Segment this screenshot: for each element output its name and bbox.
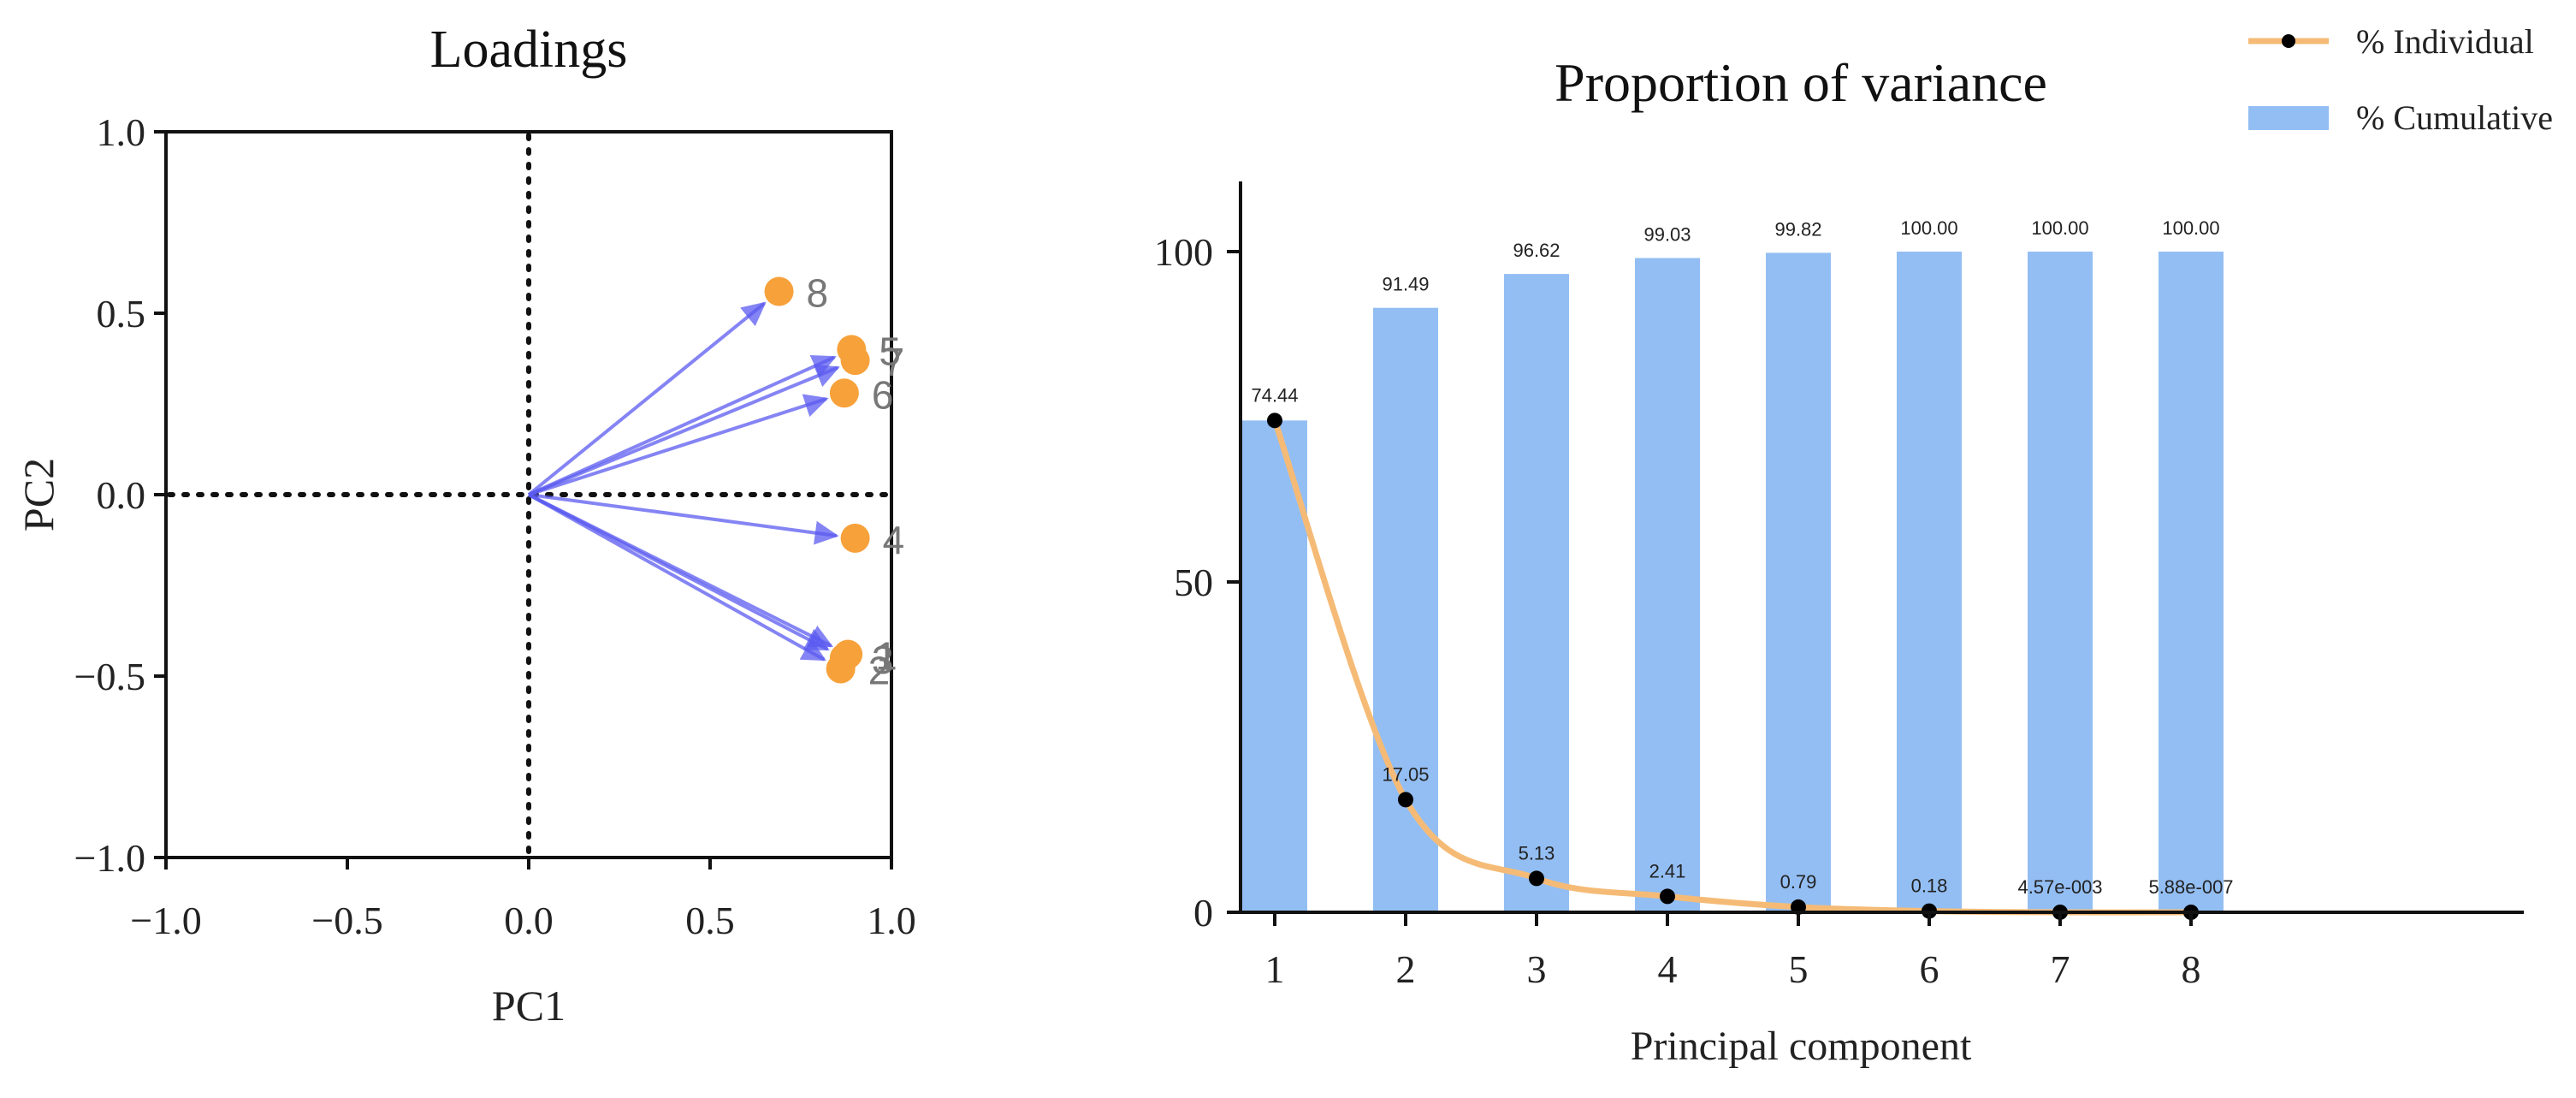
individual-variance-labels: 74.44 17.05 5.13 2.41 0.79 0.18 4.57e-003 5.88e… (1251, 384, 2233, 898)
loading-arrow-5 (528, 354, 837, 496)
individual-label-8: 5.88e-007 (2148, 876, 2233, 898)
cumulative-bar-label-8: 100.00 (2162, 217, 2219, 239)
loadings-x-axis: −1.0 −0.5 0.0 0.5 1.0 PC1 (130, 858, 916, 1030)
x-tick-label: 0.0 (504, 899, 554, 942)
loading-point-label-3: 3 (872, 638, 894, 682)
y-tick-label: 0 (1193, 891, 1213, 935)
x-tick-label: −0.5 (311, 899, 382, 942)
individual-label-6: 0.18 (1911, 875, 1948, 897)
individual-label-4: 2.41 (1649, 860, 1686, 881)
loadings-y-axis-title: PC2 (15, 458, 62, 531)
loadings-x-axis-title: PC1 (492, 982, 566, 1030)
y-tick-label: 100 (1154, 230, 1213, 274)
loading-arrow-7 (528, 365, 840, 496)
x-tick-label: 1 (1265, 947, 1285, 991)
loadings-point-labels: 123 4 567 8 (807, 271, 905, 693)
x-tick-label: 4 (1658, 947, 1678, 991)
cumulative-bar-label-7: 100.00 (2031, 217, 2088, 239)
x-tick-label: −1.0 (130, 899, 201, 942)
cumulative-bar-label-2: 91.49 (1382, 274, 1429, 295)
loading-point-label-4: 4 (883, 518, 905, 562)
loading-arrow-8 (527, 301, 767, 496)
cumulative-bar-5 (1766, 252, 1831, 912)
loading-point-6 (829, 378, 859, 408)
legend-cumulative-swatch (2248, 106, 2329, 130)
x-tick-label: 1.0 (867, 899, 916, 942)
y-tick-label: 50 (1174, 561, 1213, 604)
individual-marker-2 (1398, 792, 1413, 808)
cumulative-bar-2 (1373, 307, 1438, 912)
legend-individual-swatch-marker (2282, 34, 2295, 48)
variance-y-axis: 0 50 100 (1154, 230, 1241, 935)
individual-label-5: 0.79 (1780, 871, 1817, 893)
individual-label-1: 74.44 (1251, 384, 1298, 406)
x-tick-label: 3 (1527, 947, 1547, 991)
y-tick-label: 1.0 (97, 110, 146, 154)
loadings-title: Loadings (430, 21, 628, 79)
cumulative-bar-7 (2028, 252, 2093, 912)
individual-marker-4 (1660, 888, 1675, 905)
loading-point-label-1: 1 (875, 634, 897, 679)
variance-x-axis-title: Principal component (1631, 1024, 1972, 1069)
individual-variance-markers (1267, 412, 2199, 920)
x-tick-label: 8 (2182, 947, 2201, 991)
variance-bar-labels: 91.49 96.62 99.03 99.82 100.00 100.00 100.00 (1382, 217, 2219, 295)
loading-point-label-5: 5 (879, 329, 901, 373)
individual-marker-3 (1529, 870, 1544, 887)
x-tick-label: 5 (1789, 947, 1809, 991)
loadings-points (764, 276, 870, 684)
y-tick-label: −0.5 (74, 655, 145, 698)
variance-x-axis: 1 2 3 4 5 6 7 8 (1265, 912, 2201, 991)
loading-arrow-2 (528, 493, 826, 662)
variance-title: Proportion of variance (1554, 52, 2047, 113)
individual-label-2: 17.05 (1382, 763, 1429, 785)
loading-point-label-2: 2 (868, 649, 891, 693)
loadings-chart: Loadings 123 4 567 8 −1.0 −0.5 0.0 0.5 1.0 … (15, 21, 916, 1030)
variance-chart: Proportion of variance 91.49 96.62 99.03 99… (1154, 22, 2553, 1069)
loading-point-7 (840, 346, 870, 376)
loadings-y-axis: 1.0 0.5 0.0 −0.5 −1.0 PC2 (15, 110, 166, 880)
cumulative-bar-6 (1897, 252, 1962, 912)
y-tick-label: 0.5 (97, 292, 146, 335)
loading-point-label-8: 8 (807, 271, 829, 316)
loading-arrow-4 (528, 493, 839, 545)
x-tick-label: 0.5 (685, 899, 735, 942)
loading-arrow-3 (528, 493, 830, 651)
legend-individual-label: % Individual (2356, 22, 2534, 61)
x-tick-label: 6 (1920, 947, 1939, 991)
legend-cumulative-label: % Cumulative (2356, 98, 2553, 137)
individual-label-7: 4.57e-003 (2017, 876, 2102, 898)
loading-point-4 (840, 523, 870, 553)
loading-point-3 (829, 643, 859, 673)
cumulative-bar-8 (2159, 252, 2224, 912)
y-tick-label: 0.0 (97, 473, 146, 517)
cumulative-bar-label-6: 100.00 (1900, 217, 1957, 239)
variance-legend: % Individual % Cumulative (2248, 22, 2553, 137)
x-tick-label: 7 (2051, 947, 2070, 991)
loading-point-8 (764, 276, 794, 306)
loading-point-label-6: 6 (872, 372, 894, 417)
variance-bars (1242, 252, 2224, 912)
cumulative-bar-3 (1504, 274, 1569, 912)
y-tick-label: −1.0 (74, 836, 145, 880)
loading-arrow-6 (528, 394, 829, 496)
individual-marker-1 (1267, 412, 1282, 429)
cumulative-bar-label-3: 96.62 (1513, 240, 1560, 261)
cumulative-bar-1 (1242, 420, 1307, 912)
cumulative-bar-4 (1635, 258, 1700, 912)
x-tick-label: 2 (1396, 947, 1416, 991)
cumulative-bar-label-5: 99.82 (1774, 218, 1821, 240)
loadings-arrows (527, 301, 840, 662)
loading-point-label-7: 7 (883, 340, 905, 384)
cumulative-bar-label-4: 99.03 (1643, 223, 1691, 245)
individual-label-3: 5.13 (1519, 842, 1555, 864)
